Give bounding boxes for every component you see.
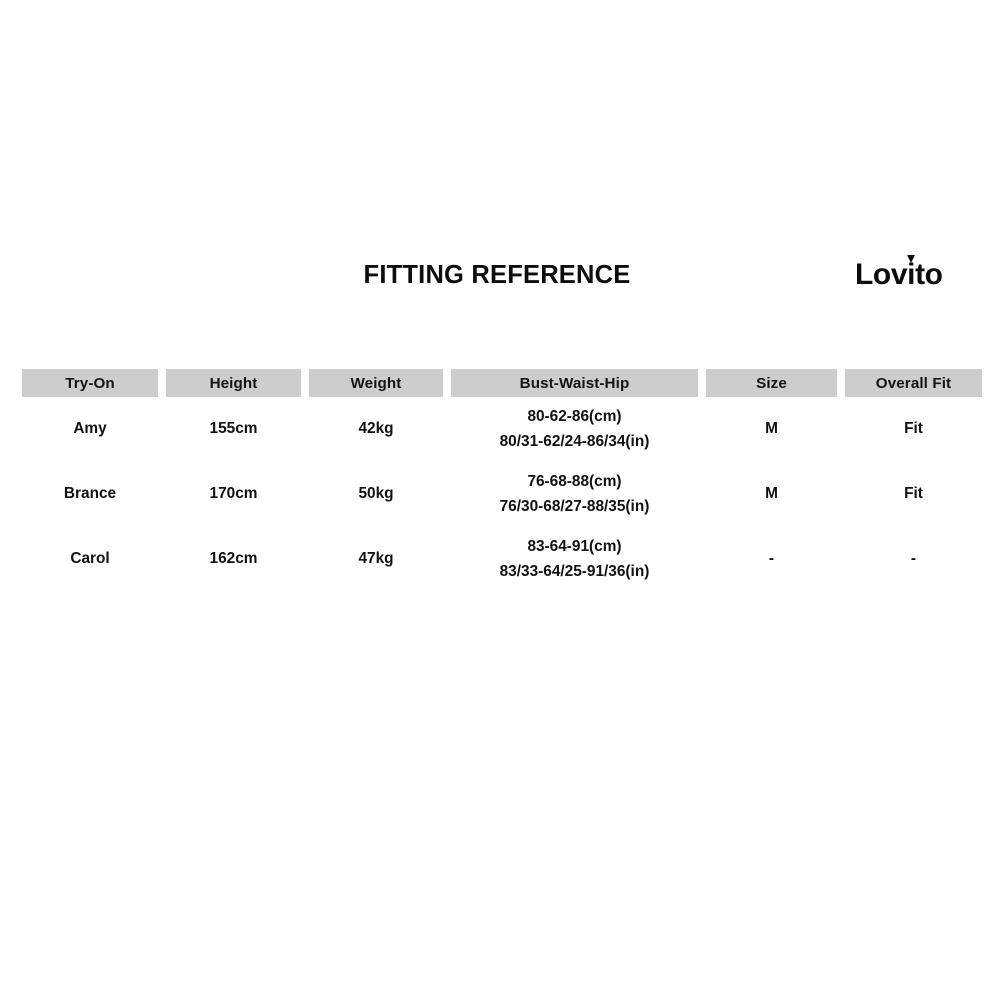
column-gap [443, 397, 451, 462]
cell-bust-waist-hip: 76-68-88(cm) 76/30-68/27-88/35(in) [451, 462, 698, 527]
table-row: Brance 170cm 50kg 76-68-88(cm) 76/30-68/… [22, 462, 982, 527]
table-row: Amy 155cm 42kg 80-62-86(cm) 80/31-62/24-… [22, 397, 982, 462]
column-gap [698, 369, 706, 397]
column-gap [837, 462, 845, 527]
column-header-overall-fit: Overall Fit [845, 369, 982, 397]
cell-weight: 47kg [309, 527, 443, 592]
column-gap [443, 462, 451, 527]
cell-weight: 50kg [309, 462, 443, 527]
title-row: FITTING REFERENCE Lov ito [0, 255, 1000, 302]
column-gap [301, 369, 309, 397]
cell-weight: 42kg [309, 397, 443, 462]
column-gap [301, 397, 309, 462]
brand-logo: Lov ito [855, 255, 943, 294]
column-gap [443, 369, 451, 397]
brand-logo-part-pre: Lov [855, 258, 908, 291]
cell-bust-waist-hip: 80-62-86(cm) 80/31-62/24-86/34(in) [451, 397, 698, 462]
column-gap [301, 527, 309, 592]
fitting-reference-table: Try-On Height Weight Bust-Waist-Hip Size… [22, 369, 982, 592]
cell-height: 155cm [166, 397, 301, 462]
cell-size: M [706, 462, 837, 527]
cell-try-on: Brance [22, 462, 158, 527]
brand-logo-i-wrap: i [907, 255, 916, 294]
table-header-row: Try-On Height Weight Bust-Waist-Hip Size… [22, 369, 982, 397]
cell-try-on: Carol [22, 527, 158, 592]
cell-bwh-in: 80/31-62/24-86/34(in) [499, 432, 650, 450]
column-gap [698, 397, 706, 462]
column-gap [698, 527, 706, 592]
column-gap [158, 527, 166, 592]
column-gap [158, 397, 166, 462]
cell-bwh-cm: 80-62-86(cm) [527, 408, 622, 425]
column-gap [837, 397, 845, 462]
column-header-try-on: Try-On [22, 369, 158, 397]
column-header-weight: Weight [309, 369, 443, 397]
cell-size: - [706, 527, 837, 592]
column-gap [443, 527, 451, 592]
column-gap [698, 462, 706, 527]
cell-overall-fit: - [845, 527, 982, 592]
column-header-bust-waist-hip: Bust-Waist-Hip [451, 369, 698, 397]
table-row: Carol 162cm 47kg 83-64-91(cm) 83/33-64/2… [22, 527, 982, 592]
brand-logo-part-post: to [915, 258, 943, 291]
column-gap [837, 369, 845, 397]
cell-bwh-in: 76/30-68/27-88/35(in) [499, 497, 650, 515]
column-header-height: Height [166, 369, 301, 397]
cell-height: 162cm [166, 527, 301, 592]
cell-bwh-cm: 76-68-88(cm) [527, 473, 622, 490]
cell-overall-fit: Fit [845, 462, 982, 527]
cell-bust-waist-hip: 83-64-91(cm) 83/33-64/25-91/36(in) [451, 527, 698, 592]
page-title: FITTING REFERENCE [363, 261, 631, 289]
brand-logo-part-i: i [907, 258, 916, 291]
cell-size: M [706, 397, 837, 462]
column-gap [837, 527, 845, 592]
cell-try-on: Amy [22, 397, 158, 462]
brand-logo-triangle-dot-icon [907, 255, 916, 263]
column-header-size: Size [706, 369, 837, 397]
cell-height: 170cm [166, 462, 301, 527]
column-gap [301, 462, 309, 527]
cell-overall-fit: Fit [845, 397, 982, 462]
column-gap [158, 369, 166, 397]
cell-bwh-cm: 83-64-91(cm) [527, 538, 622, 555]
cell-bwh-in: 83/33-64/25-91/36(in) [499, 562, 650, 580]
column-gap [158, 462, 166, 527]
